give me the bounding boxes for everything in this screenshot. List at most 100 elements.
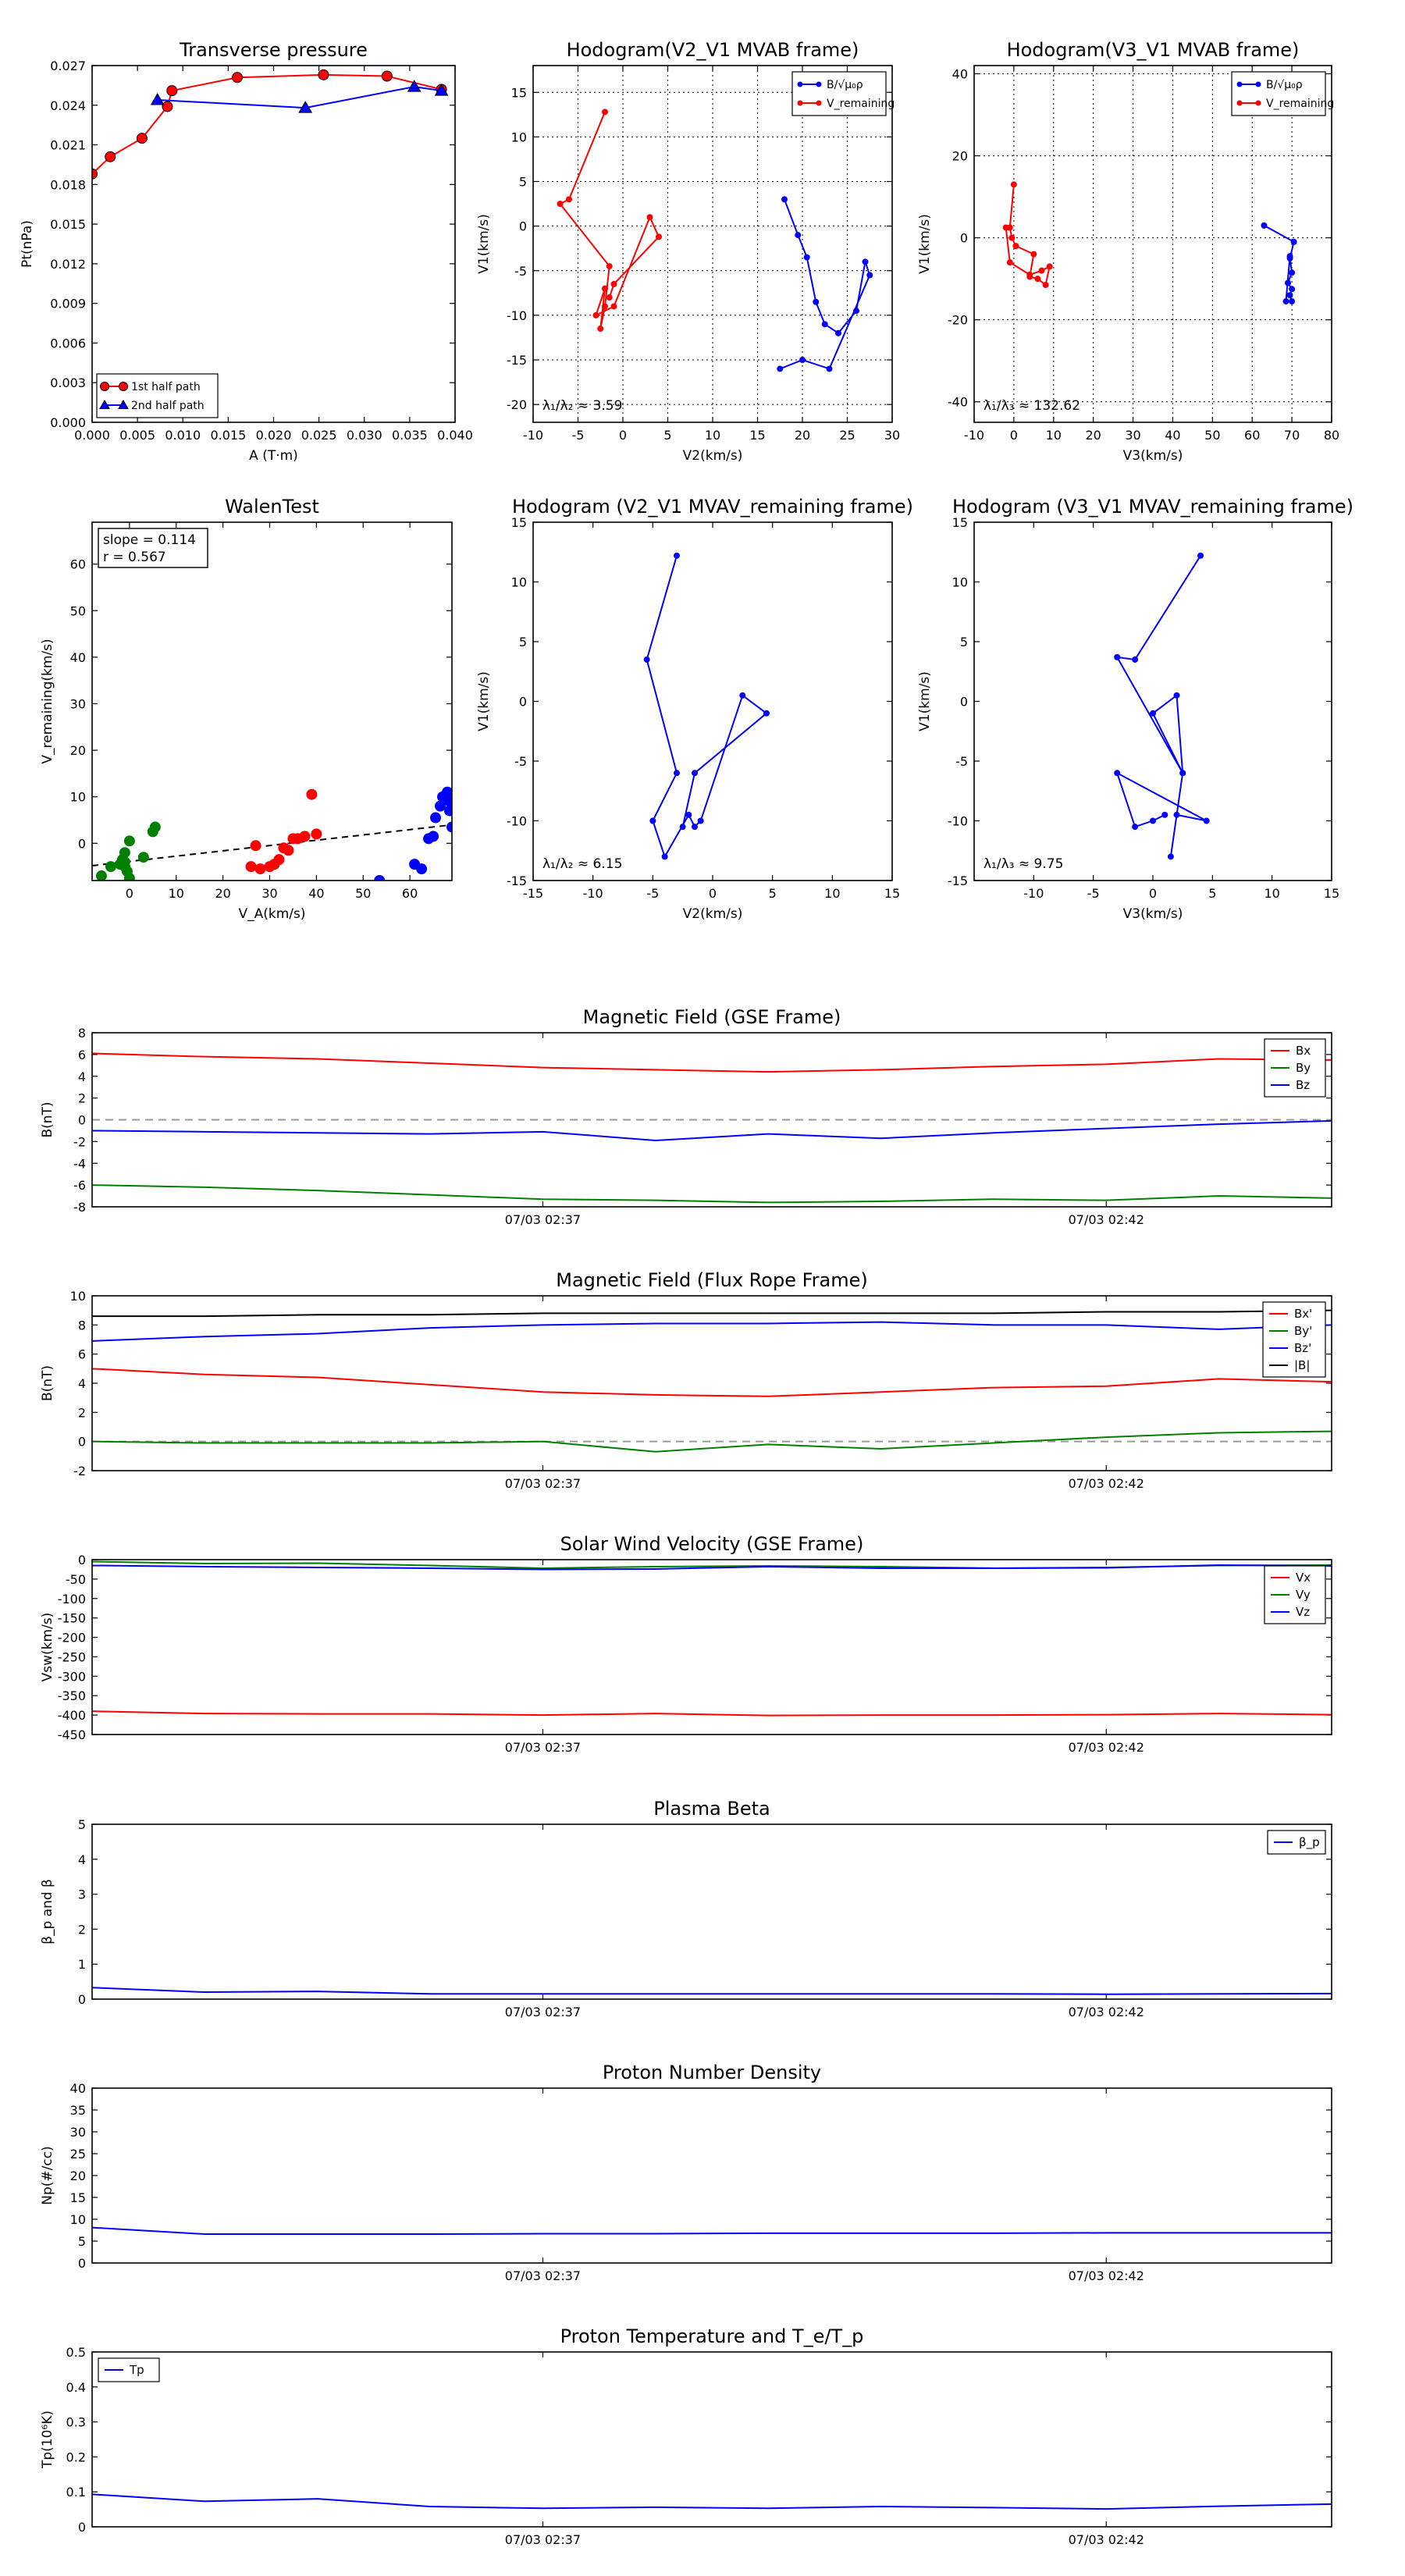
legend-marker [1255,81,1261,87]
y-tick-label: 5 [78,1817,86,1832]
plot-frame [532,521,893,881]
chart-transverse-pressure: Transverse pressure 0.000 0.005 0.010 0.015 0… [20,39,473,464]
data-point [1203,817,1210,824]
data-point [254,863,266,875]
data-point [1038,267,1045,274]
data-point [739,692,746,699]
x-tick-label: 20 [795,428,810,443]
data-point [835,329,841,336]
x-tick-label: 0 [1149,886,1157,901]
data-point [674,552,680,559]
data-point [646,214,653,221]
series-group [92,2226,1332,2236]
data-point [606,263,613,270]
x-tick-label: 5 [769,886,777,901]
x-tick-label: -5 [572,428,585,443]
data-point [92,168,98,180]
data-point [318,69,329,80]
y-tick-label: 15 [511,515,527,530]
chart-walen-test: WalenTest 0 10 20 30 40 50 60 0 10 20 30 40 50 60 V_A(k… [40,496,453,922]
y-tick-label: 20 [952,149,968,164]
y-tick-label: 60 [70,557,86,572]
legend-box [96,373,219,418]
y-tick-label: -10 [507,308,527,323]
y-tick-label: 2 [78,1922,86,1937]
data-point [1030,251,1037,258]
x-tick-label: -10 [583,886,603,901]
y-tick-label: 0.015 [50,217,86,232]
data-point [862,258,869,265]
y-axis-label: B(nT) [40,1101,55,1137]
x-tick-label: 10 [1046,428,1062,443]
legend-box [791,71,887,116]
legend-label: Bz [1296,1078,1310,1092]
series-group [92,1052,1332,1204]
ratio-annotation: λ₁/λ₃ ≈ 9.75 [984,856,1063,872]
x-tick-label: 10 [169,886,184,901]
data-point [416,863,428,875]
data-point [821,321,828,328]
ratio-annotation: λ₁/λ₃ ≈ 132.62 [984,398,1080,414]
data-point [799,357,806,364]
data-point [430,812,442,824]
data-point [306,788,318,800]
x-tick-label: 07/03 02:37 [505,1740,581,1755]
y-tick-label: 10 [511,130,527,144]
y-tick-label: -20 [507,397,527,412]
plot-frame [91,1823,1332,2000]
annotation-text: slope = 0.114 [103,532,196,548]
data-point [610,303,617,310]
y-axis-label: Np(#/cc) [40,2146,55,2204]
y-tick-label: 0 [78,1992,86,2007]
y-tick-label: 0.006 [50,336,86,350]
y-tick-label: 0 [960,695,968,710]
x-tick-label: 0 [709,886,717,901]
data-point [105,151,116,162]
y-tick-label: -5 [514,264,527,279]
data-point [692,770,698,777]
data-point [1282,298,1289,305]
x-tick-label: 15 [749,428,765,443]
y-tick-label: 40 [70,650,86,665]
legend: B/√μ₀ρ V_remaining [1231,71,1334,116]
data-point [1290,238,1297,245]
data-point [105,861,116,873]
y-tick-label: 30 [70,2125,86,2140]
ratio-annotation: λ₁/λ₂ ≈ 6.15 [542,856,622,872]
chart-title: WalenTest [225,496,319,518]
ratio-annotation: λ₁/λ₂ ≈ 3.59 [542,398,622,414]
y-axis-label: β_p and β [40,1879,55,1944]
data-point [1012,243,1019,250]
x-tick-label: 10 [824,886,840,901]
legend-label: Vy [1296,1588,1311,1602]
legend-box [1231,71,1326,116]
y-tick-label: 15 [70,2190,86,2205]
data-point [136,133,148,144]
x-tick-label: 07/03 02:37 [505,2005,581,2019]
legend-label: By [1296,1061,1311,1075]
y-tick-label: 10 [70,1289,86,1304]
legend-marker [100,382,109,391]
data-point [95,870,107,881]
legend-label: 1st half path [131,381,201,393]
y-tick-label: 1 [78,1957,86,1972]
data-point [1179,770,1186,777]
legend-label: Bx' [1294,1307,1312,1321]
x-tick-label: 07/03 02:42 [1069,2268,1144,2283]
y-tick-label: 0.027 [50,59,86,73]
legend: β_p [1267,1830,1326,1855]
y-tick-label: -10 [948,814,968,829]
y-tick-label: -400 [58,1708,86,1723]
chart-title: Solar Wind Velocity (GSE Frame) [560,1533,864,1555]
legend-label: Bz' [1294,1341,1311,1355]
legend: B/√μ₀ρ V_remaining [791,71,895,116]
series-line [92,1710,1332,1717]
y-tick-label: -200 [58,1631,86,1646]
series-group [92,69,449,180]
chart-ts5: Proton Number Density 07/03 02:37 07/03 02… [40,2062,1332,2283]
x-tick-label: 07/03 02:42 [1069,1212,1144,1227]
data-point [442,786,452,798]
x-tick-label: 0.000 [74,428,110,443]
legend-marker [1236,81,1243,87]
data-point [166,85,178,97]
